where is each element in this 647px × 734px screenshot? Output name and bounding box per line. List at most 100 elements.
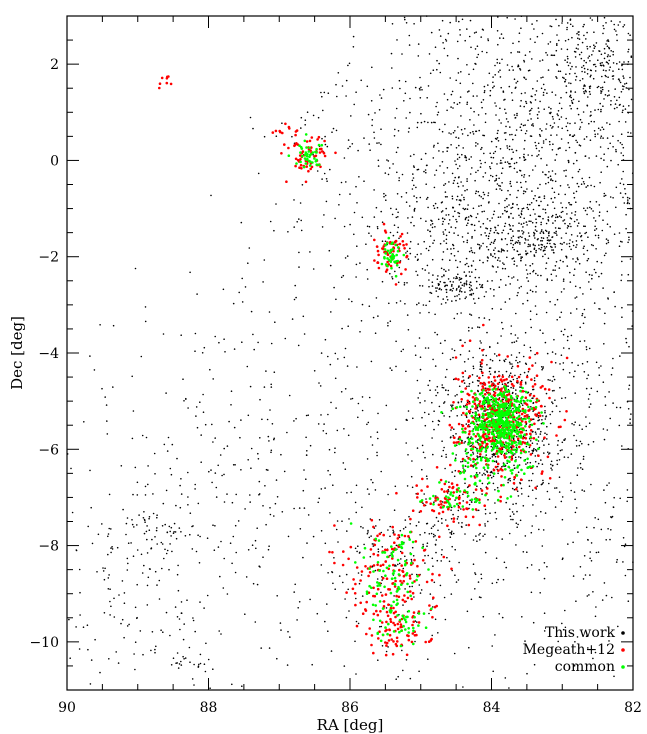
data-point bbox=[509, 225, 511, 227]
data-point bbox=[613, 23, 615, 26]
data-point bbox=[531, 385, 535, 388]
data-point bbox=[483, 317, 486, 319]
data-point bbox=[430, 121, 433, 124]
data-point bbox=[595, 551, 598, 554]
data-point bbox=[187, 496, 189, 498]
data-point bbox=[566, 129, 569, 132]
data-point bbox=[369, 555, 372, 558]
data-point bbox=[519, 126, 522, 128]
data-point bbox=[368, 232, 370, 234]
data-point bbox=[403, 247, 406, 250]
data-point bbox=[355, 624, 359, 628]
data-point bbox=[520, 417, 522, 419]
data-point bbox=[299, 160, 302, 164]
data-point bbox=[428, 413, 430, 416]
data-point bbox=[427, 121, 429, 124]
data-point bbox=[455, 483, 459, 487]
data-point bbox=[567, 64, 570, 67]
data-point bbox=[347, 147, 349, 150]
data-point bbox=[439, 506, 443, 509]
data-point bbox=[396, 627, 400, 631]
data-point bbox=[479, 166, 482, 168]
data-point bbox=[445, 291, 448, 294]
data-point bbox=[455, 147, 458, 149]
data-point bbox=[576, 474, 579, 477]
data-point bbox=[270, 451, 272, 454]
data-point bbox=[264, 485, 266, 487]
data-point bbox=[280, 152, 283, 155]
data-point bbox=[528, 69, 531, 72]
data-point bbox=[572, 541, 574, 544]
data-point bbox=[433, 186, 436, 189]
data-point bbox=[469, 173, 472, 175]
data-point bbox=[471, 237, 473, 239]
data-point bbox=[458, 279, 461, 281]
data-point bbox=[612, 53, 614, 56]
data-point bbox=[497, 465, 499, 468]
data-point bbox=[532, 430, 534, 433]
data-point bbox=[536, 230, 538, 232]
data-point bbox=[463, 361, 466, 363]
data-point bbox=[496, 58, 499, 61]
data-point bbox=[381, 280, 384, 283]
data-point bbox=[350, 398, 352, 400]
data-point bbox=[411, 216, 414, 218]
data-point bbox=[352, 578, 355, 581]
data-point bbox=[493, 439, 496, 443]
data-point bbox=[544, 88, 546, 91]
data-point bbox=[587, 96, 589, 98]
data-point bbox=[531, 290, 534, 293]
data-point bbox=[453, 179, 456, 182]
data-point bbox=[378, 109, 381, 111]
data-point bbox=[402, 253, 406, 257]
data-point bbox=[287, 231, 289, 233]
data-point bbox=[493, 249, 495, 251]
data-point bbox=[613, 496, 615, 499]
data-point bbox=[468, 339, 472, 343]
data-point bbox=[321, 178, 323, 180]
data-point bbox=[472, 95, 475, 97]
data-point bbox=[548, 396, 551, 400]
data-point bbox=[502, 91, 505, 93]
data-point bbox=[300, 167, 303, 170]
data-point bbox=[326, 180, 328, 182]
data-point bbox=[581, 78, 584, 80]
data-point bbox=[487, 376, 491, 379]
data-point bbox=[618, 96, 621, 99]
data-point bbox=[474, 276, 477, 279]
data-point bbox=[469, 499, 471, 502]
data-point bbox=[569, 203, 571, 206]
data-point bbox=[440, 201, 443, 204]
data-point bbox=[450, 226, 453, 228]
data-point bbox=[502, 37, 505, 39]
data-point bbox=[474, 459, 477, 461]
data-point bbox=[456, 266, 459, 269]
data-point bbox=[283, 143, 286, 146]
data-point bbox=[453, 652, 456, 655]
data-point bbox=[519, 169, 521, 172]
data-point bbox=[397, 563, 399, 566]
data-point bbox=[414, 640, 416, 643]
data-point bbox=[516, 435, 518, 438]
data-point bbox=[588, 157, 590, 159]
data-point bbox=[621, 445, 623, 447]
data-point bbox=[379, 94, 381, 96]
data-point bbox=[529, 272, 531, 275]
data-point bbox=[401, 173, 404, 176]
data-point bbox=[276, 595, 279, 597]
data-point bbox=[479, 159, 482, 162]
data-point bbox=[183, 623, 185, 625]
data-point bbox=[103, 578, 106, 581]
data-point bbox=[586, 259, 589, 262]
data-point bbox=[444, 191, 447, 193]
data-point bbox=[485, 227, 487, 229]
data-point bbox=[382, 600, 386, 603]
data-point bbox=[414, 86, 417, 89]
data-point bbox=[526, 252, 529, 255]
data-point bbox=[424, 169, 427, 171]
data-point bbox=[441, 510, 445, 514]
data-point bbox=[530, 220, 532, 223]
data-point bbox=[432, 146, 435, 148]
data-point bbox=[539, 60, 541, 62]
data-point bbox=[276, 657, 278, 660]
